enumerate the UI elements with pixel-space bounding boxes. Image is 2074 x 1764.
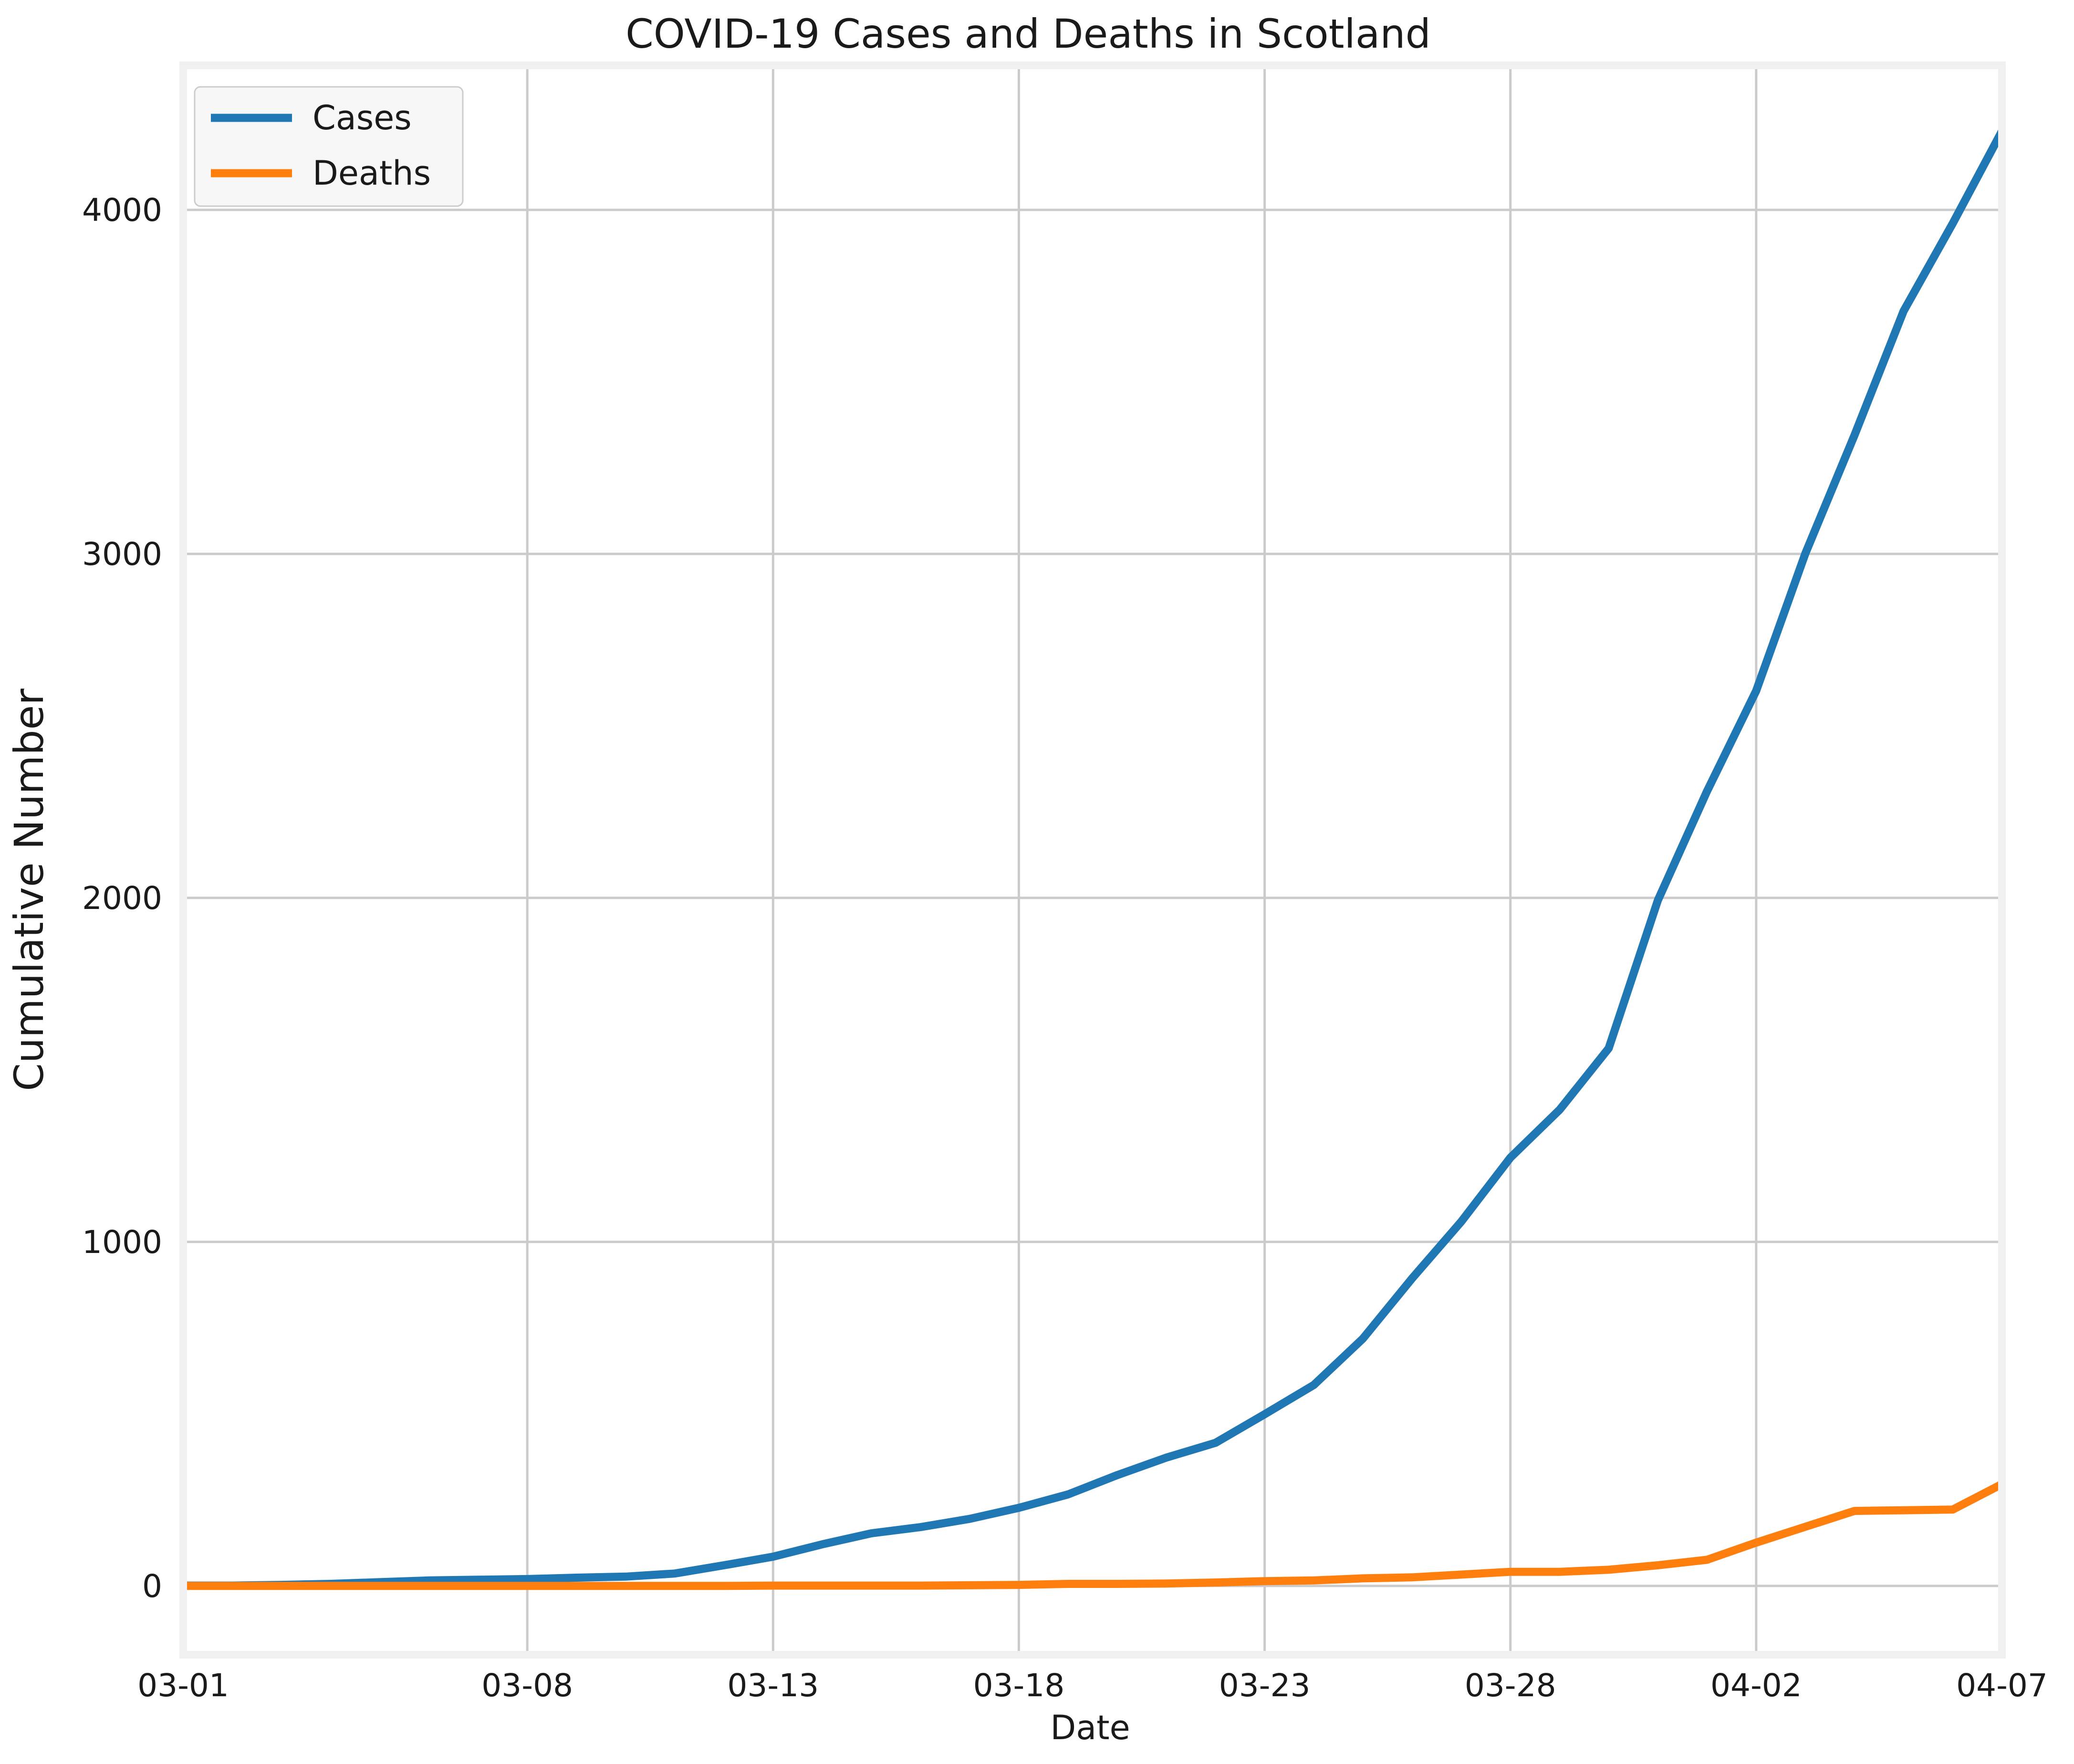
series-line-deaths [183, 1480, 2004, 1590]
plot-background [183, 65, 2002, 1655]
x-tick-label: 03-08 [481, 1667, 573, 1704]
x-tick-label: 03-28 [1465, 1667, 1556, 1704]
y-axis-ticks: 0 1000 2000 3000 4000 [82, 192, 162, 1605]
x-tick-label: 04-07 [1956, 1667, 2048, 1704]
y-tick-label: 3000 [82, 536, 162, 573]
chart-title: COVID-19 Cases and Deaths in Scotland [625, 10, 1431, 57]
y-axis-title: Cumulative Number [6, 689, 52, 1091]
x-tick-label: 03-13 [727, 1667, 819, 1704]
y-tick-label: 2000 [82, 880, 162, 917]
plot-area [179, 62, 2006, 1659]
x-tick-label: 03-23 [1219, 1667, 1311, 1704]
y-tick-label: 4000 [82, 192, 162, 229]
y-tick-label: 1000 [82, 1224, 162, 1261]
y-tick-label: 0 [142, 1568, 162, 1605]
x-axis-title: Date [1050, 1708, 1130, 1747]
x-tick-label: 03-18 [973, 1667, 1065, 1704]
legend: Cases Deaths [194, 86, 464, 207]
series-lines [183, 129, 2006, 1590]
legend-label-cases: Cases [313, 98, 412, 137]
x-tick-label: 03-01 [137, 1667, 229, 1704]
x-tick-label: 04-02 [1710, 1667, 1802, 1704]
series-line-cases [183, 129, 2006, 1590]
plot-frame [179, 62, 2006, 1659]
legend-label-deaths: Deaths [313, 154, 431, 193]
x-axis-ticks: 03-01 03-08 03-13 03-18 03-23 03-28 04-02 04-07 [137, 1667, 2048, 1704]
